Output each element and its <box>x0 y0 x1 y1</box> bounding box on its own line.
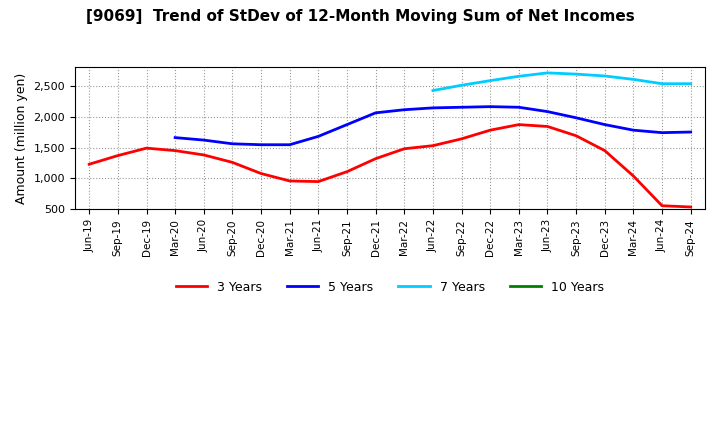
5 Years <box>171 135 179 140</box>
5 Years <box>228 141 237 147</box>
5 Years <box>372 110 380 115</box>
5 Years <box>343 122 351 127</box>
Y-axis label: Amount (million yen): Amount (million yen) <box>15 73 28 204</box>
3 Years <box>400 146 408 151</box>
5 Years <box>257 142 266 147</box>
3 Years <box>372 156 380 161</box>
5 Years <box>600 122 609 127</box>
3 Years <box>657 203 666 209</box>
5 Years <box>428 105 437 110</box>
3 Years <box>428 143 437 148</box>
Legend: 3 Years, 5 Years, 7 Years, 10 Years: 3 Years, 5 Years, 7 Years, 10 Years <box>171 275 609 298</box>
3 Years <box>600 148 609 153</box>
3 Years <box>142 146 150 151</box>
7 Years <box>515 73 523 79</box>
7 Years <box>428 88 437 93</box>
3 Years <box>257 171 266 176</box>
3 Years <box>228 160 237 165</box>
7 Years <box>486 78 495 83</box>
3 Years <box>114 153 122 158</box>
3 Years <box>572 133 580 139</box>
Line: 5 Years: 5 Years <box>175 106 690 145</box>
7 Years <box>600 73 609 79</box>
5 Years <box>400 107 408 112</box>
5 Years <box>629 128 638 133</box>
3 Years <box>199 152 208 158</box>
Line: 3 Years: 3 Years <box>89 125 690 207</box>
3 Years <box>629 173 638 179</box>
Line: 7 Years: 7 Years <box>433 73 690 91</box>
7 Years <box>543 70 552 76</box>
7 Years <box>572 71 580 77</box>
3 Years <box>314 179 323 184</box>
5 Years <box>285 142 294 147</box>
5 Years <box>199 137 208 143</box>
3 Years <box>343 169 351 174</box>
3 Years <box>85 161 94 167</box>
7 Years <box>629 77 638 82</box>
5 Years <box>486 104 495 109</box>
3 Years <box>486 128 495 133</box>
3 Years <box>171 148 179 153</box>
3 Years <box>285 178 294 183</box>
5 Years <box>543 109 552 114</box>
3 Years <box>686 204 695 209</box>
5 Years <box>314 134 323 139</box>
5 Years <box>686 129 695 135</box>
3 Years <box>515 122 523 127</box>
7 Years <box>457 83 466 88</box>
3 Years <box>457 136 466 142</box>
Text: [9069]  Trend of StDev of 12-Month Moving Sum of Net Incomes: [9069] Trend of StDev of 12-Month Moving… <box>86 9 634 24</box>
5 Years <box>657 130 666 135</box>
5 Years <box>457 105 466 110</box>
3 Years <box>543 124 552 129</box>
5 Years <box>515 105 523 110</box>
7 Years <box>657 81 666 86</box>
7 Years <box>686 81 695 86</box>
5 Years <box>572 115 580 121</box>
